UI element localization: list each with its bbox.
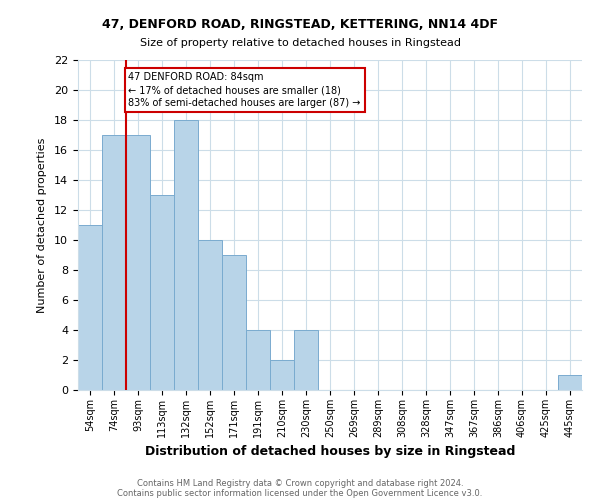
Bar: [294, 330, 318, 390]
Text: 47 DENFORD ROAD: 84sqm
← 17% of detached houses are smaller (18)
83% of semi-det: 47 DENFORD ROAD: 84sqm ← 17% of detached…: [128, 72, 361, 108]
Bar: [150, 195, 174, 390]
Bar: [558, 375, 582, 390]
Bar: [78, 225, 102, 390]
Text: Contains public sector information licensed under the Open Government Licence v3: Contains public sector information licen…: [118, 488, 482, 498]
Bar: [198, 240, 222, 390]
Bar: [102, 135, 126, 390]
Bar: [174, 120, 198, 390]
Text: Contains HM Land Registry data © Crown copyright and database right 2024.: Contains HM Land Registry data © Crown c…: [137, 478, 463, 488]
Bar: [126, 135, 150, 390]
Y-axis label: Number of detached properties: Number of detached properties: [37, 138, 47, 312]
X-axis label: Distribution of detached houses by size in Ringstead: Distribution of detached houses by size …: [145, 446, 515, 458]
Text: Size of property relative to detached houses in Ringstead: Size of property relative to detached ho…: [139, 38, 461, 48]
Bar: [270, 360, 294, 390]
Bar: [246, 330, 270, 390]
Text: 47, DENFORD ROAD, RINGSTEAD, KETTERING, NN14 4DF: 47, DENFORD ROAD, RINGSTEAD, KETTERING, …: [102, 18, 498, 30]
Bar: [222, 255, 246, 390]
